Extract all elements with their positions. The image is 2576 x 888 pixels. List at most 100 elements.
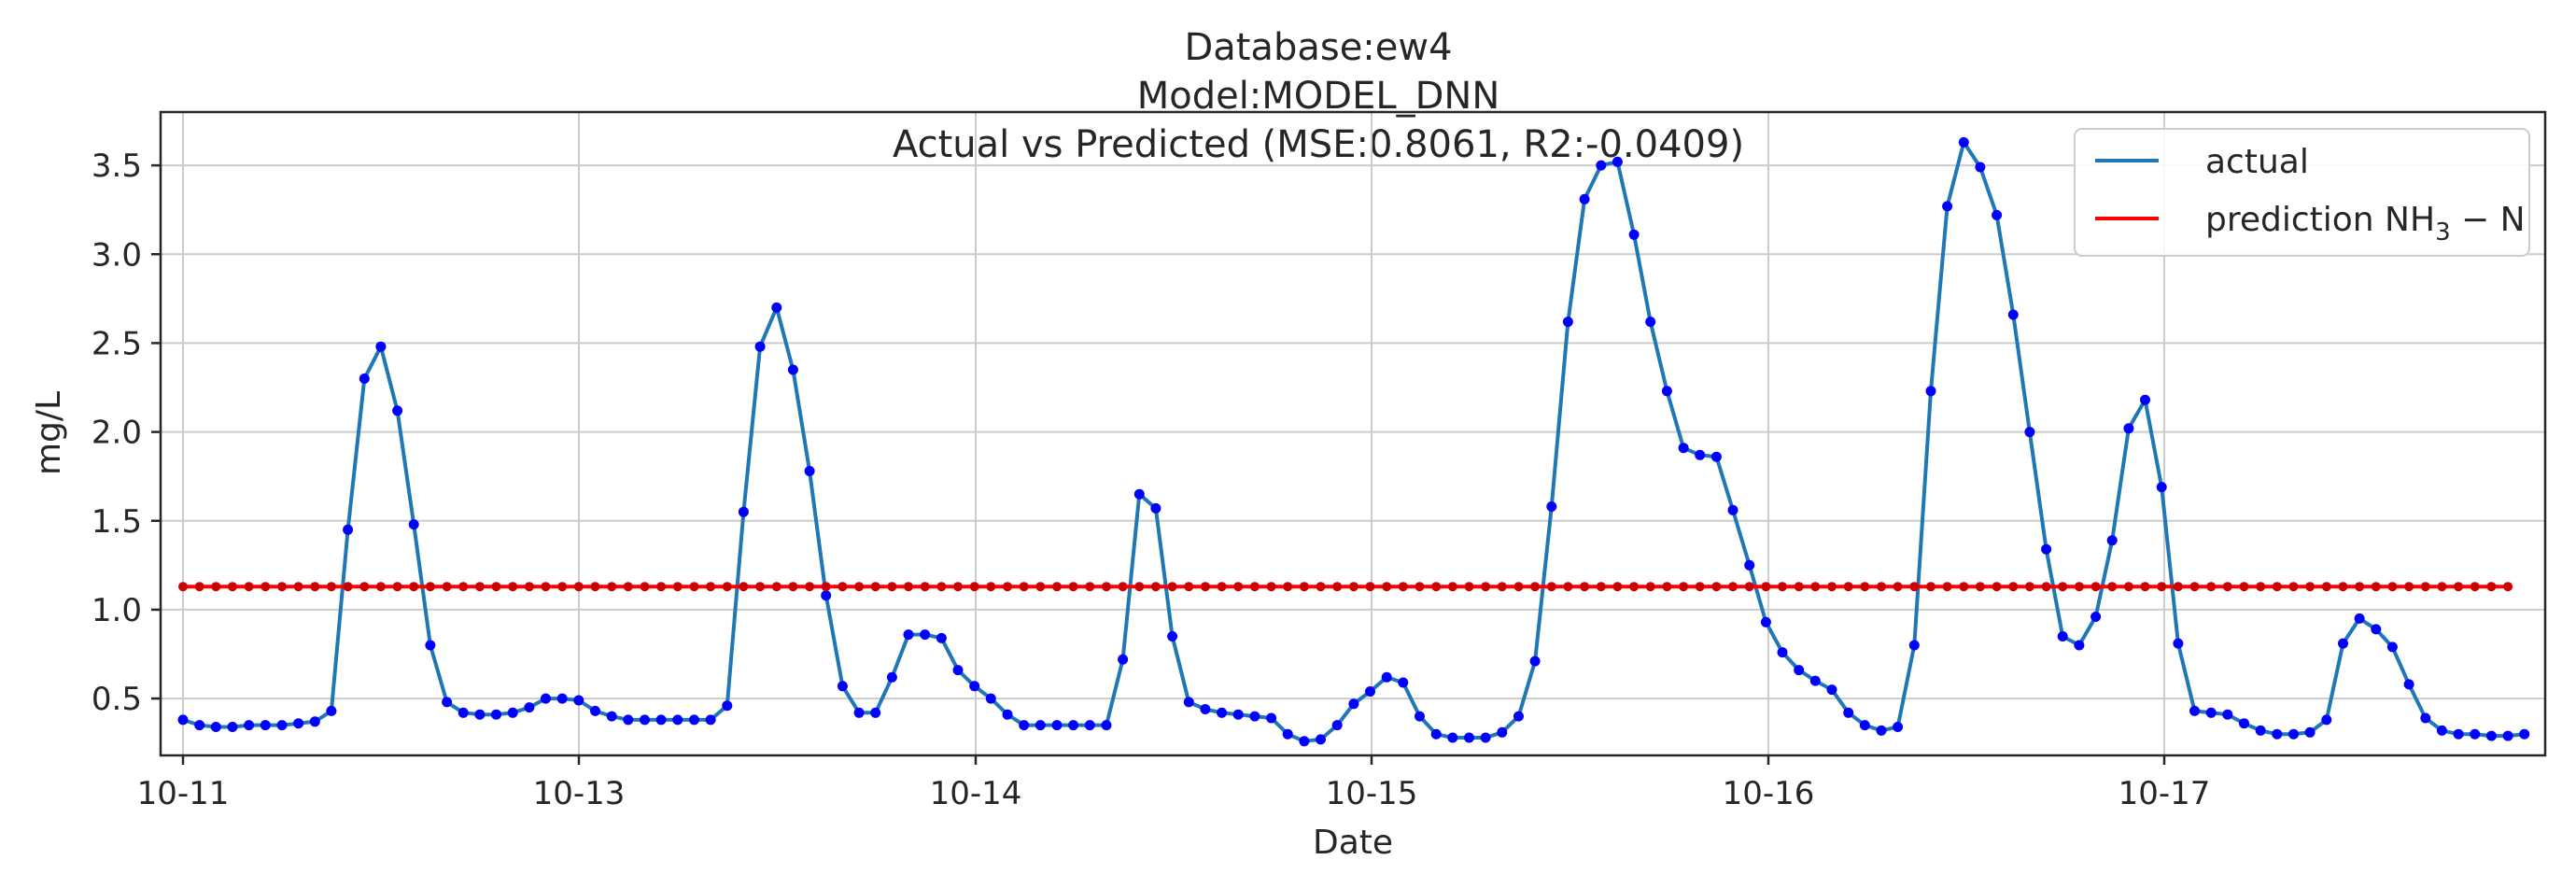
- prediction-data-point: [2157, 582, 2167, 592]
- actual-data-point: [1612, 156, 1623, 167]
- actual-data-point: [507, 707, 518, 718]
- prediction-data-point: [442, 582, 452, 592]
- prediction-data-point: [1118, 582, 1128, 592]
- prediction-data-point: [310, 582, 320, 592]
- y-tick-label: 3.0: [91, 236, 142, 274]
- actual-data-point: [1777, 647, 1788, 658]
- actual-data-point: [2189, 705, 2200, 716]
- actual-data-point: [2074, 640, 2085, 651]
- prediction-data-point: [260, 582, 271, 592]
- actual-data-point: [276, 720, 288, 731]
- actual-data-point: [853, 707, 865, 718]
- prediction-data-point: [1481, 582, 1491, 592]
- prediction-data-point: [755, 582, 766, 592]
- prediction-data-point: [2371, 582, 2381, 592]
- prediction-data-point: [1052, 582, 1062, 592]
- actual-data-point: [1893, 722, 1904, 732]
- prediction-data-point: [1085, 582, 1095, 592]
- legend-prediction-tail: − N: [2451, 201, 2526, 239]
- actual-data-point: [2304, 726, 2316, 738]
- prediction-data-point: [1035, 582, 1046, 592]
- actual-data-point: [1464, 732, 1474, 743]
- chart-title: Database:ew4 Model:MODEL_DNN Actual vs P…: [893, 26, 1744, 166]
- prediction-data-point: [1134, 582, 1145, 592]
- prediction-data-point: [491, 582, 501, 592]
- actual-data-point: [2024, 427, 2035, 438]
- actual-data-point: [1876, 725, 1887, 736]
- actual-data-point: [210, 722, 221, 732]
- actual-data-point: [1299, 736, 1310, 747]
- actual-data-point: [1200, 704, 1211, 714]
- prediction-data-point: [2355, 582, 2365, 592]
- prediction-data-point: [2288, 582, 2299, 592]
- prediction-data-point: [986, 582, 996, 592]
- prediction-data-point: [1102, 582, 1111, 592]
- actual-data-point: [1084, 720, 1095, 731]
- prediction-data-point: [2454, 582, 2464, 592]
- prediction-data-point: [672, 582, 683, 592]
- actual-data-point: [590, 705, 600, 716]
- prediction-data-point: [656, 582, 667, 592]
- actual-data-point: [640, 714, 650, 726]
- actual-data-point: [1101, 720, 1112, 731]
- prediction-data-point: [1348, 582, 1358, 592]
- prediction-data-point: [524, 582, 534, 592]
- prediction-data-point: [1019, 582, 1029, 592]
- prediction-data-point: [326, 582, 336, 592]
- actual-data-point: [2272, 728, 2283, 740]
- x-tick-label: 10-15: [1326, 775, 1418, 812]
- actual-data-point: [2519, 728, 2530, 740]
- actual-data-point: [2173, 638, 2184, 649]
- actual-data-point: [392, 405, 403, 416]
- actual-data-point: [1794, 665, 1805, 676]
- actual-data-point: [425, 640, 436, 651]
- actual-data-point: [2255, 725, 2266, 736]
- actual-data-point: [1183, 697, 1194, 708]
- prediction-data-point: [1316, 582, 1326, 592]
- prediction-data-point: [2272, 582, 2282, 592]
- prediction-data-point: [1761, 582, 1771, 592]
- actual-data-point: [1826, 684, 1837, 696]
- actual-data-point: [1710, 451, 1722, 462]
- prediction-data-point: [178, 582, 188, 592]
- prediction-data-point: [689, 582, 699, 592]
- prediction-data-point: [2173, 582, 2183, 592]
- legend-prediction-subscript: 3: [2435, 218, 2451, 247]
- actual-data-point: [1579, 193, 1590, 204]
- actual-data-point: [2502, 730, 2513, 741]
- actual-data-point: [2057, 631, 2068, 641]
- y-tick-label: 1.5: [91, 503, 142, 541]
- prediction-data-point: [2107, 582, 2118, 592]
- prediction-data-point: [277, 582, 287, 592]
- actual-data-point: [457, 707, 469, 718]
- prediction-data-point: [557, 582, 568, 592]
- actual-data-point: [1529, 655, 1541, 667]
- y-axis-ticks: 0.5 1.0 1.5 2.0 2.5 3.0 3.5: [91, 148, 161, 718]
- actual-data-point: [837, 681, 848, 692]
- actual-data-point: [1249, 711, 1260, 722]
- prediction-data-point: [739, 582, 749, 592]
- actual-data-point: [1415, 711, 1425, 722]
- prediction-data-point: [1975, 582, 1985, 592]
- prediction-data-point: [1167, 582, 1177, 592]
- legend-prediction-main: prediction NH: [2205, 201, 2435, 239]
- actual-data-point: [1365, 686, 1375, 697]
- prediction-data-point: [2140, 582, 2150, 592]
- legend-actual-label: actual: [2205, 143, 2309, 181]
- actual-data-point: [2288, 728, 2299, 740]
- actual-data-point: [655, 714, 667, 726]
- prediction-data-point: [607, 582, 617, 592]
- actual-data-point: [2156, 482, 2167, 493]
- actual-data-point: [491, 709, 501, 720]
- prediction-data-point: [1893, 582, 1903, 592]
- x-tick-label: 10-17: [2119, 775, 2211, 812]
- plot-frame: [159, 110, 2547, 757]
- prediction-data-point: [1546, 582, 1556, 592]
- prediction-data-point: [458, 582, 469, 592]
- prediction-data-point: [1827, 582, 1837, 592]
- prediction-series-points: [178, 582, 2513, 592]
- prediction-data-point: [1365, 582, 1375, 592]
- actual-data-point: [474, 709, 486, 720]
- prediction-data-point: [640, 582, 650, 592]
- prediction-data-point: [2239, 582, 2249, 592]
